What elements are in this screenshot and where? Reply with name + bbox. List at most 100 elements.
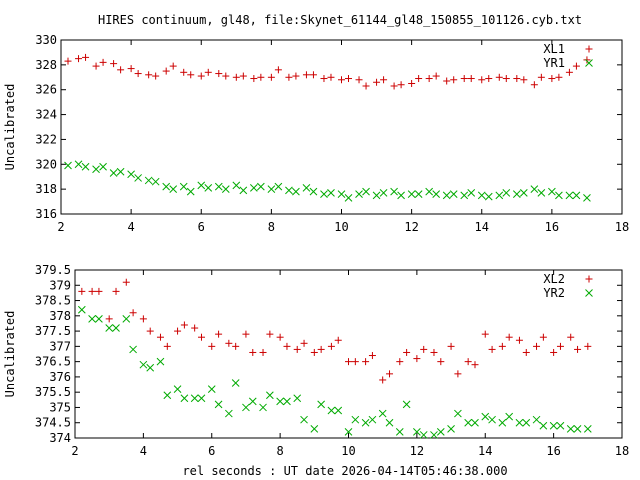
data-point xyxy=(386,370,394,378)
data-point xyxy=(88,315,96,323)
data-point xyxy=(471,361,479,369)
y-tick-label: 324 xyxy=(35,108,57,122)
data-point xyxy=(64,161,72,170)
data-point xyxy=(117,66,125,74)
data-point xyxy=(556,421,565,430)
data-point xyxy=(64,57,72,65)
x-tick-label: 6 xyxy=(198,220,205,234)
x-tick-label: 2 xyxy=(57,220,64,234)
data-point xyxy=(266,330,274,338)
y-tick-label: 377 xyxy=(49,339,71,353)
data-point xyxy=(572,191,581,200)
data-point xyxy=(464,418,473,427)
data-point xyxy=(300,415,308,424)
data-point xyxy=(151,177,160,186)
data-point xyxy=(548,187,556,196)
x-axis-label: rel seconds : UT date 2026-04-14T05:46:3… xyxy=(182,464,507,478)
data-point xyxy=(447,342,455,350)
y-tick-label: 378.5 xyxy=(35,294,71,308)
data-point xyxy=(302,184,311,192)
y-tick-label: 328 xyxy=(35,58,57,72)
data-point xyxy=(274,182,283,191)
x-tick-label: 8 xyxy=(268,220,275,234)
data-point xyxy=(415,75,423,83)
series-yr1 xyxy=(64,160,591,202)
x-tick-label: 14 xyxy=(478,444,492,458)
data-point xyxy=(344,193,353,202)
y-tick-label: 320 xyxy=(35,157,57,171)
legend-marker xyxy=(585,59,593,67)
data-point xyxy=(361,418,370,427)
data-point xyxy=(92,165,100,174)
data-point xyxy=(450,76,458,84)
data-point xyxy=(513,75,521,83)
data-point xyxy=(222,72,230,80)
data-point xyxy=(197,333,205,341)
data-point xyxy=(495,191,504,200)
data-point xyxy=(485,75,493,83)
data-point xyxy=(180,394,189,403)
data-point xyxy=(109,169,118,177)
data-point xyxy=(162,67,170,75)
y-tick-label: 377.5 xyxy=(35,324,71,338)
data-point xyxy=(397,191,405,200)
data-point xyxy=(351,358,359,366)
data-point xyxy=(116,167,125,176)
data-point xyxy=(539,421,548,430)
data-point xyxy=(250,75,258,83)
data-point xyxy=(344,428,353,436)
data-point xyxy=(390,187,398,196)
data-point xyxy=(162,182,171,191)
data-point xyxy=(259,348,267,356)
data-point xyxy=(145,71,153,79)
data-point xyxy=(549,421,558,430)
data-point xyxy=(207,385,216,393)
data-point xyxy=(481,330,489,338)
data-point xyxy=(95,315,103,323)
data-point xyxy=(242,330,250,338)
data-point xyxy=(478,76,486,84)
data-point xyxy=(567,333,575,341)
data-point xyxy=(302,71,310,79)
data-point xyxy=(127,65,135,73)
data-point xyxy=(152,72,160,80)
data-point xyxy=(337,190,346,198)
data-point xyxy=(548,75,556,83)
data-point xyxy=(75,55,83,63)
data-point xyxy=(515,336,523,344)
y-tick-label: 330 xyxy=(35,33,57,47)
y-axis-label: Uncalibrated xyxy=(3,311,17,398)
chart-title: HIRES continuum, gl48, file:Skynet_61144… xyxy=(98,13,582,27)
data-point xyxy=(327,406,336,415)
data-point xyxy=(257,73,265,81)
data-point xyxy=(122,315,131,323)
data-point xyxy=(397,81,405,89)
data-point xyxy=(488,415,496,424)
data-point xyxy=(368,352,376,360)
data-point xyxy=(232,181,241,190)
plot-frame xyxy=(74,269,623,439)
x-tick-label: 6 xyxy=(208,444,215,458)
y-tick-label: 322 xyxy=(35,132,57,146)
y-tick-label: 376.5 xyxy=(35,355,71,369)
data-point xyxy=(355,190,363,198)
y-tick-label: 374 xyxy=(49,431,71,445)
x-tick-label: 10 xyxy=(341,444,355,458)
data-point xyxy=(78,287,86,295)
data-point xyxy=(530,81,538,89)
data-point xyxy=(179,182,188,191)
data-point xyxy=(345,75,353,83)
data-point xyxy=(372,191,381,200)
y-tick-label: 379 xyxy=(49,278,71,292)
data-point xyxy=(345,358,352,366)
legend-label: YR2 xyxy=(543,286,565,300)
data-point xyxy=(484,192,493,201)
data-point xyxy=(88,287,96,295)
data-point xyxy=(266,391,274,400)
data-point xyxy=(407,190,416,198)
data-point xyxy=(174,327,182,335)
data-point xyxy=(512,190,521,198)
data-point xyxy=(249,184,258,192)
data-point xyxy=(565,191,574,200)
y-axis-label: Uncalibrated xyxy=(3,84,17,171)
